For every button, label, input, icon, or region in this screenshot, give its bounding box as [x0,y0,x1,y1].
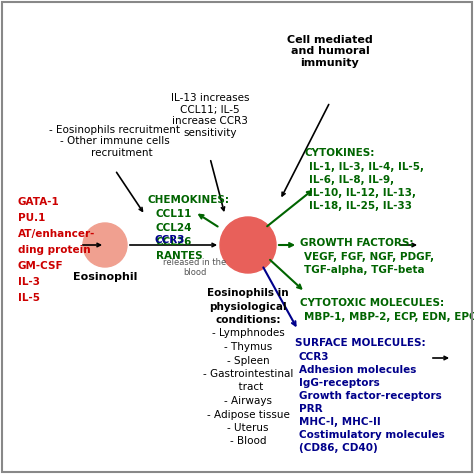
Text: PRR: PRR [299,404,323,414]
Text: Eosinophil: Eosinophil [73,272,137,282]
Text: IL-13 increases
CCL11; IL-5
increase CCR3
sensitivity: IL-13 increases CCL11; IL-5 increase CCR… [171,93,249,138]
Text: CCR3: CCR3 [155,235,185,245]
Text: IL-6, IL-8, IL-9,: IL-6, IL-8, IL-9, [309,175,394,185]
Text: IL-10, IL-12, IL-13,: IL-10, IL-12, IL-13, [309,188,416,198]
Text: - Thymus: - Thymus [224,342,272,352]
Text: IL-18, IL-25, IL-33: IL-18, IL-25, IL-33 [309,201,412,211]
Text: VEGF, FGF, NGF, PDGF,: VEGF, FGF, NGF, PDGF, [304,252,434,262]
Text: - Eosinophils recruitment
- Other immune cells
    recruitment: - Eosinophils recruitment - Other immune… [49,125,181,158]
Text: CCL26: CCL26 [156,237,192,247]
Text: SURFACE MOLECULES:: SURFACE MOLECULES: [295,338,426,348]
Text: - Airways: - Airways [224,396,272,406]
Text: RANTES: RANTES [156,251,202,261]
Text: - Spleen: - Spleen [227,356,269,365]
Text: - Lymphnodes: - Lymphnodes [211,328,284,338]
Text: MBP-1, MBP-2, ECP, EDN, EPO: MBP-1, MBP-2, ECP, EDN, EPO [304,312,474,322]
Text: - Adipose tissue: - Adipose tissue [207,410,290,419]
Text: CCL24: CCL24 [156,223,192,233]
Text: - Gastrointestinal: - Gastrointestinal [203,369,293,379]
Text: CHEMOKINES:: CHEMOKINES: [148,195,230,205]
Text: CYTOTOXIC MOLECULES:: CYTOTOXIC MOLECULES: [300,298,444,308]
Text: AT/enhancer-: AT/enhancer- [18,229,95,239]
Text: tract: tract [232,383,264,392]
Text: conditions:: conditions: [215,315,281,325]
Text: Adhesion molecules: Adhesion molecules [299,365,416,375]
Text: (CD86, CD40): (CD86, CD40) [299,443,378,453]
Text: Cell mediated
and humoral
immunity: Cell mediated and humoral immunity [287,35,373,68]
Text: MHC-I, MHC-II: MHC-I, MHC-II [299,417,381,427]
Text: Eosinophils in: Eosinophils in [207,288,289,298]
Text: Costimulatory molecules: Costimulatory molecules [299,430,445,440]
Text: IgG-receptors: IgG-receptors [299,378,380,388]
Text: released in the
blood: released in the blood [164,258,227,277]
Text: - Blood: - Blood [230,437,266,447]
Circle shape [220,217,276,273]
Text: GM-CSF: GM-CSF [18,261,64,271]
Text: GATA-1: GATA-1 [18,197,60,207]
Text: CYTOKINES:: CYTOKINES: [305,148,375,158]
Circle shape [83,223,127,267]
Text: CCR3: CCR3 [299,352,329,362]
Text: IL-5: IL-5 [18,293,40,303]
Text: IL-3: IL-3 [18,277,40,287]
Text: IL-1, IL-3, IL-4, IL-5,: IL-1, IL-3, IL-4, IL-5, [309,162,424,172]
Text: PU.1: PU.1 [18,213,46,223]
Text: physiological: physiological [209,301,287,311]
Text: GROWTH FACTORS:: GROWTH FACTORS: [300,238,413,248]
Text: CCL11: CCL11 [156,209,192,219]
Text: ding protein: ding protein [18,245,91,255]
Text: Growth factor-receptors: Growth factor-receptors [299,391,442,401]
Text: TGF-alpha, TGF-beta: TGF-alpha, TGF-beta [304,265,425,275]
Text: - Uterus: - Uterus [227,423,269,433]
